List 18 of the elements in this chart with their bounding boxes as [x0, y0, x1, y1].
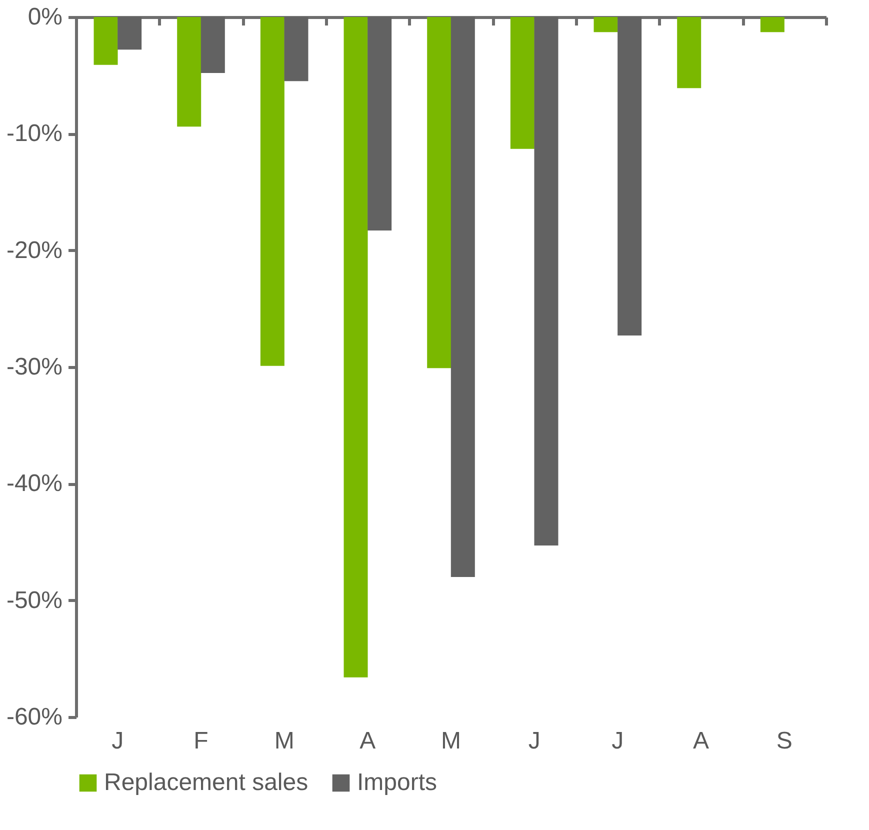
y-tick-label: -10%: [6, 120, 62, 148]
x-tick-label: M: [274, 728, 294, 754]
legend-label: Imports: [357, 769, 438, 796]
y-tick-label: -40%: [6, 470, 62, 498]
y-tick-label: 0%: [28, 4, 62, 30]
y-tick-label: -20%: [6, 236, 62, 264]
x-tick-label: M: [441, 728, 461, 754]
x-tick-label: A: [360, 728, 376, 754]
x-tick-label: S: [776, 728, 792, 754]
y-tick-label: -60%: [6, 704, 62, 730]
x-tick-label: A: [692, 728, 710, 754]
legend-label: Replacement sales: [104, 769, 308, 796]
y-tick-label: -50%: [6, 586, 62, 614]
x-tick-label: J: [112, 728, 124, 754]
y-tick-label: -30%: [6, 354, 62, 380]
x-tick-label: J: [528, 728, 540, 754]
x-tick-label: J: [612, 728, 624, 754]
x-tick-label: F: [194, 728, 208, 754]
